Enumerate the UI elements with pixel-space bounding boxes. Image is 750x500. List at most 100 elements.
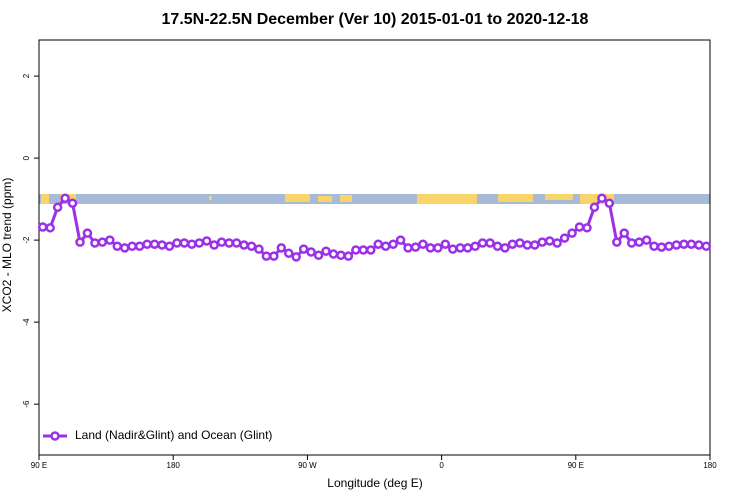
data-point (403, 243, 413, 253)
data-point (321, 246, 331, 256)
data-point (515, 238, 525, 248)
data-point (455, 243, 465, 253)
data-point (641, 235, 652, 245)
data-point (313, 250, 324, 261)
data-point (127, 241, 137, 252)
data-point (254, 244, 264, 254)
data-point (269, 251, 279, 261)
data-point (373, 239, 383, 249)
data-point (149, 239, 160, 249)
data-point (433, 243, 443, 253)
data-point (671, 240, 682, 250)
data-point (649, 241, 659, 252)
data-point (574, 222, 585, 232)
legend-marker (50, 431, 60, 441)
x-axis-label: Longitude (deg E) (327, 476, 422, 490)
data-point (179, 238, 190, 248)
data-point (209, 240, 219, 250)
data-point (567, 228, 577, 238)
x-tick-label: 90 W (298, 461, 317, 470)
data-point (537, 237, 547, 247)
y-tick-label: 0 (22, 155, 31, 160)
data-point (552, 238, 562, 248)
data-point (380, 241, 391, 252)
data-point (656, 242, 667, 252)
x-tick-label: 0 (439, 461, 444, 470)
y-tick-label: -6 (22, 400, 31, 408)
data-point (694, 240, 704, 250)
data-point (328, 249, 339, 259)
data-point (276, 243, 287, 253)
data-point (530, 240, 540, 250)
data-point (82, 228, 93, 238)
y-tick-label: 2 (22, 73, 31, 78)
y-tick-label: -4 (22, 318, 31, 326)
data-point (477, 238, 488, 248)
data-point (67, 198, 78, 208)
data-point (187, 239, 197, 249)
data-point (634, 237, 644, 247)
data-point (626, 238, 637, 248)
data-point (75, 237, 85, 247)
data-point (470, 241, 480, 252)
data-point (589, 202, 600, 213)
data-point (90, 238, 100, 248)
data-point (284, 248, 294, 258)
data-point (522, 240, 533, 250)
x-tick-label: 90 E (568, 461, 584, 470)
data-point (425, 243, 436, 253)
data-point (619, 228, 630, 238)
chart-title: 17.5N-22.5N December (Ver 10) 2015-01-01… (162, 11, 589, 28)
y-tick-label: -2 (22, 236, 31, 244)
data-point (604, 198, 615, 208)
data-point (52, 202, 63, 213)
data-point (239, 240, 249, 250)
data-point (298, 244, 309, 254)
data-point (664, 241, 674, 252)
data-point (440, 239, 451, 249)
data-point (366, 245, 376, 255)
data-point (60, 193, 70, 204)
data-point (97, 237, 108, 247)
data-point (157, 240, 167, 250)
data-point (395, 235, 406, 245)
data-point (485, 238, 495, 248)
data-point (45, 223, 55, 233)
data-point (37, 222, 48, 232)
data-point (544, 236, 555, 246)
data-point (112, 241, 123, 252)
data-point (418, 239, 428, 249)
data-point (507, 239, 518, 249)
data-point (448, 244, 458, 254)
data-point (216, 237, 227, 247)
data-point (388, 239, 398, 249)
data-point (358, 245, 369, 255)
data-point (306, 247, 316, 257)
data-point (410, 242, 421, 252)
data-point (246, 241, 257, 252)
data-point (686, 239, 697, 249)
data-point (134, 241, 145, 252)
data-point (597, 193, 607, 204)
data-point (612, 237, 622, 247)
data-point (164, 241, 175, 252)
data-point (679, 239, 689, 249)
data-point (462, 243, 473, 253)
data-point (261, 251, 272, 261)
data-point (343, 251, 354, 261)
data-point (172, 238, 182, 248)
data-point (336, 250, 346, 261)
y-axis-label: XCO2 - MLO trend (ppm) (0, 178, 14, 313)
legend-label: Land (Nadir&Glint) and Ocean (Glint) (75, 428, 272, 442)
data-point (701, 241, 712, 252)
data-point (142, 239, 152, 249)
x-tick-label: 180 (167, 461, 181, 470)
data-point (291, 252, 301, 262)
x-tick-label: 90 E (31, 461, 47, 470)
data-point (119, 243, 130, 253)
data-point (351, 245, 361, 255)
data-point (582, 223, 592, 233)
data-point (224, 238, 234, 248)
data-point (559, 233, 570, 243)
